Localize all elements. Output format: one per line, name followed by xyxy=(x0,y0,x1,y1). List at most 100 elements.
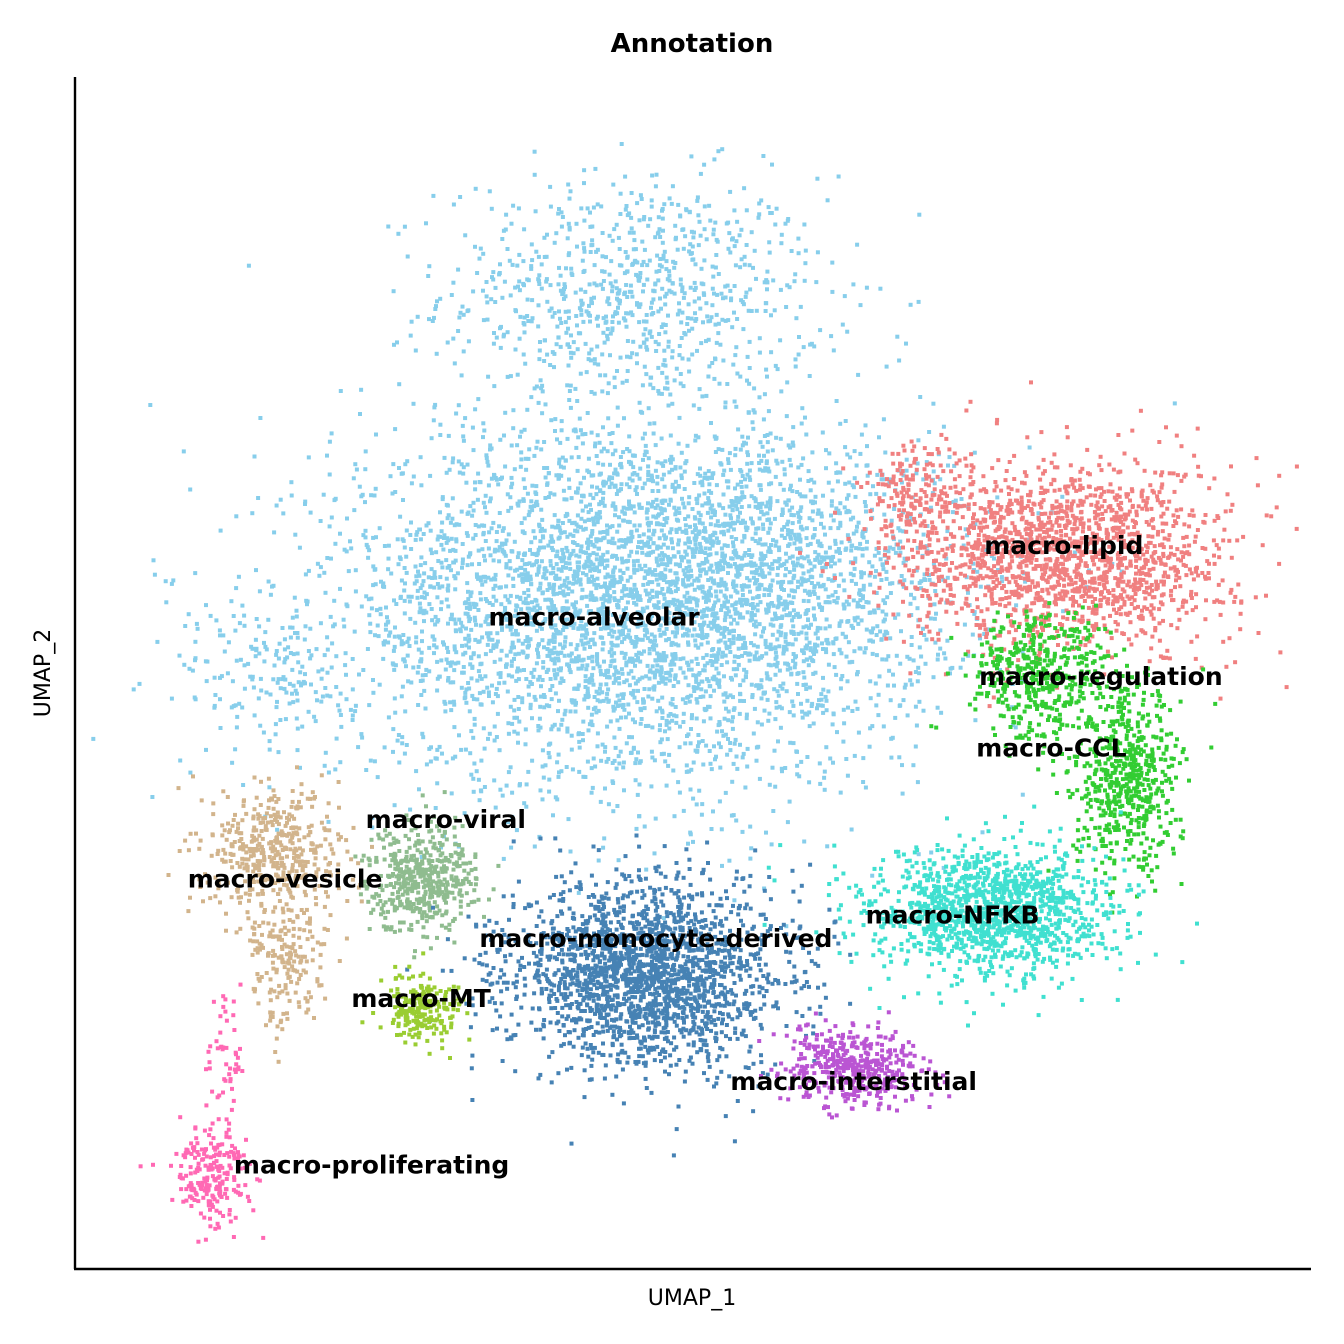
point xyxy=(752,605,757,610)
point xyxy=(730,325,735,330)
point xyxy=(492,576,496,581)
point xyxy=(602,558,606,563)
point xyxy=(603,373,608,378)
point xyxy=(693,262,698,267)
point xyxy=(463,233,468,238)
point xyxy=(570,767,575,772)
point xyxy=(469,590,474,595)
point xyxy=(587,303,591,308)
point xyxy=(461,465,466,470)
point xyxy=(563,294,568,299)
point xyxy=(481,532,486,537)
point xyxy=(779,587,784,591)
point xyxy=(637,218,642,223)
point xyxy=(554,562,559,567)
point xyxy=(810,518,815,523)
point xyxy=(672,814,677,819)
point xyxy=(858,451,863,456)
point xyxy=(716,540,721,545)
point xyxy=(578,481,583,486)
point xyxy=(431,193,436,198)
point xyxy=(723,405,728,410)
point xyxy=(753,531,758,536)
point xyxy=(784,689,789,694)
point xyxy=(652,528,657,533)
point xyxy=(702,204,707,209)
point xyxy=(782,644,787,649)
point xyxy=(654,172,659,177)
point xyxy=(677,308,682,313)
point xyxy=(861,583,866,588)
point xyxy=(923,661,928,666)
point xyxy=(188,487,193,492)
point xyxy=(478,662,483,667)
point xyxy=(549,638,554,643)
point xyxy=(656,669,661,674)
point xyxy=(841,602,846,607)
point xyxy=(686,537,691,542)
point xyxy=(586,311,591,315)
point xyxy=(902,578,907,583)
point xyxy=(657,553,662,558)
point xyxy=(992,556,996,561)
point xyxy=(493,583,498,588)
point xyxy=(388,474,393,479)
point xyxy=(549,623,554,628)
point xyxy=(739,566,743,571)
point xyxy=(679,621,684,626)
point xyxy=(610,238,615,243)
point xyxy=(564,765,569,769)
point xyxy=(530,508,535,513)
point xyxy=(456,267,461,272)
point xyxy=(868,726,873,731)
point xyxy=(741,597,746,602)
point xyxy=(835,730,839,735)
point xyxy=(844,757,849,761)
point xyxy=(743,651,748,656)
point xyxy=(714,551,719,556)
point xyxy=(459,685,464,690)
point xyxy=(663,562,668,567)
point xyxy=(783,661,788,666)
point xyxy=(653,235,658,240)
point xyxy=(617,515,621,520)
point xyxy=(928,505,933,510)
point xyxy=(769,313,773,318)
point xyxy=(660,587,665,591)
point xyxy=(668,460,673,465)
point xyxy=(403,581,407,586)
point xyxy=(631,745,636,750)
point xyxy=(753,619,758,624)
point xyxy=(632,644,637,649)
point xyxy=(779,232,784,237)
point xyxy=(530,563,534,568)
point xyxy=(484,510,489,515)
point xyxy=(547,777,552,782)
point xyxy=(551,590,556,594)
point xyxy=(651,645,655,650)
point xyxy=(744,712,749,717)
point xyxy=(704,599,708,604)
point xyxy=(444,657,449,662)
point xyxy=(644,345,649,350)
point xyxy=(520,696,525,701)
point xyxy=(800,527,805,532)
point xyxy=(617,488,622,493)
point xyxy=(434,756,439,761)
point xyxy=(570,699,575,704)
point xyxy=(675,247,680,252)
point xyxy=(546,751,551,755)
point xyxy=(428,473,433,478)
point xyxy=(308,510,313,515)
point xyxy=(434,304,438,309)
point xyxy=(585,686,590,691)
point xyxy=(755,608,760,613)
point xyxy=(887,668,892,673)
point xyxy=(463,690,468,695)
point xyxy=(315,561,320,566)
point xyxy=(582,249,587,254)
point xyxy=(899,629,903,634)
point xyxy=(321,492,326,497)
point xyxy=(553,676,558,681)
point xyxy=(473,407,478,412)
